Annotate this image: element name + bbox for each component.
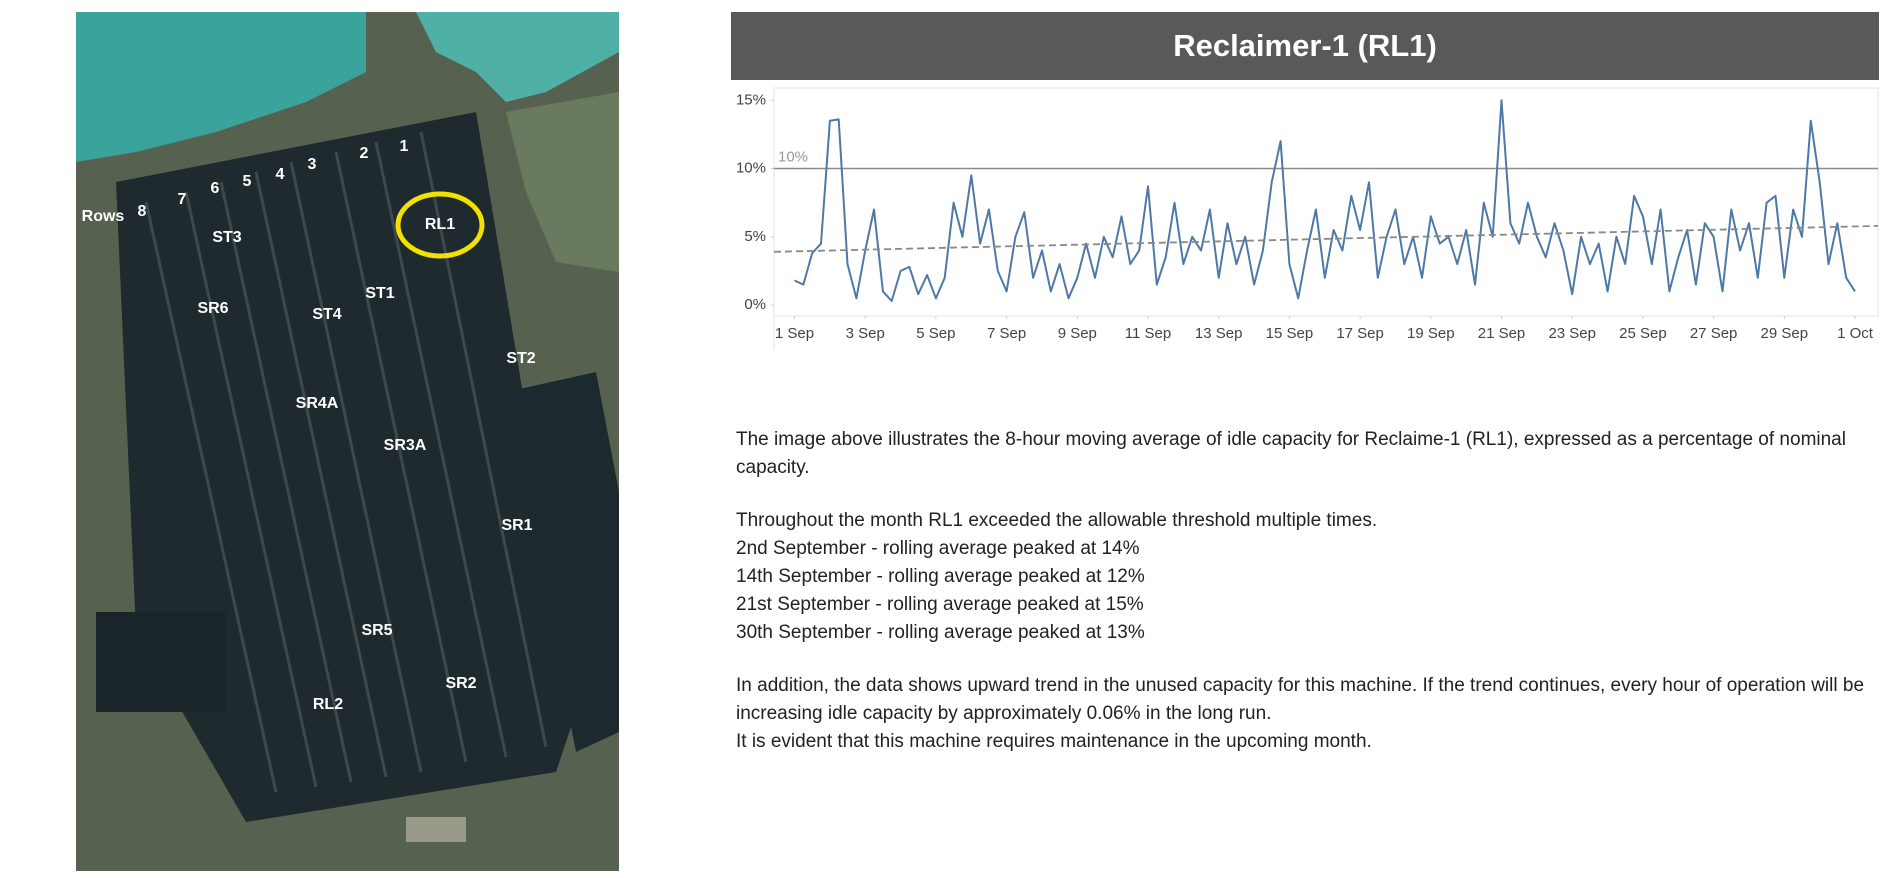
map-label: 5 — [243, 173, 252, 190]
trend-line — [773, 224, 1879, 253]
chart: 0% 5% 10% 15% 1 Sep 3 Sep 5 Sep 7 Sep 9 Sep 11 Se… — [736, 87, 1879, 350]
map-label: SR1 — [501, 517, 532, 534]
map-label: SR4A — [296, 395, 339, 412]
paragraph: The image above illustrates the 8-hour m… — [736, 429, 1846, 478]
building — [406, 817, 466, 842]
pond — [96, 612, 226, 712]
x-tick-label: 27 Sep — [1690, 325, 1738, 342]
stockpile-rows — [144, 131, 548, 793]
x-tick-label: 15 Sep — [1266, 325, 1314, 342]
x-tick-label: 25 Sep — [1619, 325, 1667, 342]
water — [76, 12, 366, 162]
stockyard — [116, 112, 576, 822]
y-tick-label: 5% — [744, 228, 766, 245]
chart-title: Reclaimer-1 (RL1) — [731, 12, 1879, 80]
text-line: 21st September - rolling average peaked … — [736, 594, 1144, 615]
map-label: 3 — [308, 156, 317, 173]
y-tick-label: 0% — [744, 296, 766, 313]
map-label: 2 — [360, 145, 369, 162]
map-label: 1 — [400, 138, 409, 155]
x-tick-label: 21 Sep — [1478, 325, 1526, 342]
map-label: ST3 — [212, 229, 241, 246]
map-label: Rows — [82, 208, 125, 225]
text-line: In addition, the data shows upward trend… — [736, 675, 1865, 724]
map-label: SR6 — [197, 300, 228, 317]
map-label: 7 — [178, 191, 187, 208]
x-tick-label: 19 Sep — [1407, 325, 1455, 342]
map-label: 6 — [211, 180, 220, 197]
pond — [506, 372, 619, 752]
text-line: 30th September - rolling average peaked … — [736, 622, 1145, 643]
description: The image above illustrates the 8-hour m… — [736, 426, 1871, 781]
map-label: SR3A — [384, 437, 427, 454]
water — [416, 12, 619, 102]
map-label: SR2 — [445, 675, 476, 692]
x-tick-label: 1 Sep — [775, 325, 814, 342]
map-label: RL1 — [425, 216, 455, 233]
paragraph: In addition, the data shows upward trend… — [736, 672, 1871, 756]
plot-frame — [773, 87, 1879, 317]
x-tick-label: 13 Sep — [1195, 325, 1243, 342]
text-line: 14th September - rolling average peaked … — [736, 566, 1145, 587]
y-tick-label: 15% — [736, 91, 766, 108]
x-tick-label: 23 Sep — [1548, 325, 1596, 342]
map-label: ST2 — [506, 350, 535, 367]
x-tick-label: 17 Sep — [1336, 325, 1384, 342]
map-label: SR5 — [361, 622, 392, 639]
text-line: Throughout the month RL1 exceeded the al… — [736, 510, 1378, 531]
map-label: ST4 — [312, 306, 341, 323]
y-tick-label: 10% — [736, 160, 766, 177]
map-label: ST1 — [365, 285, 394, 302]
x-tick-label: 7 Sep — [987, 325, 1026, 342]
data-line — [794, 99, 1856, 302]
x-tick-label: 11 Sep — [1125, 325, 1171, 342]
paragraph: Throughout the month RL1 exceeded the al… — [736, 507, 1871, 647]
map-label: 8 — [138, 203, 147, 220]
text-line: 2nd September - rolling average peaked a… — [736, 538, 1140, 559]
x-tick-label: 5 Sep — [916, 325, 955, 342]
site-map: Rows 8 7 6 5 4 3 2 1 RL1 ST3 SR6 ST4 ST1 ST2 SR4A SR3A SR… — [76, 12, 619, 871]
terrain — [506, 92, 619, 272]
text-line: It is evident that this machine requires… — [736, 731, 1372, 752]
map-label: 4 — [276, 166, 285, 183]
highlight-ring — [395, 191, 485, 259]
x-tick-label: 3 Sep — [846, 325, 885, 342]
map-label: RL2 — [313, 696, 343, 713]
reference-label: 10% — [778, 149, 808, 166]
x-tick-label: 29 Sep — [1761, 325, 1809, 342]
x-tick-label: 1 Oct — [1837, 325, 1874, 342]
x-tick-label: 9 Sep — [1058, 325, 1097, 342]
